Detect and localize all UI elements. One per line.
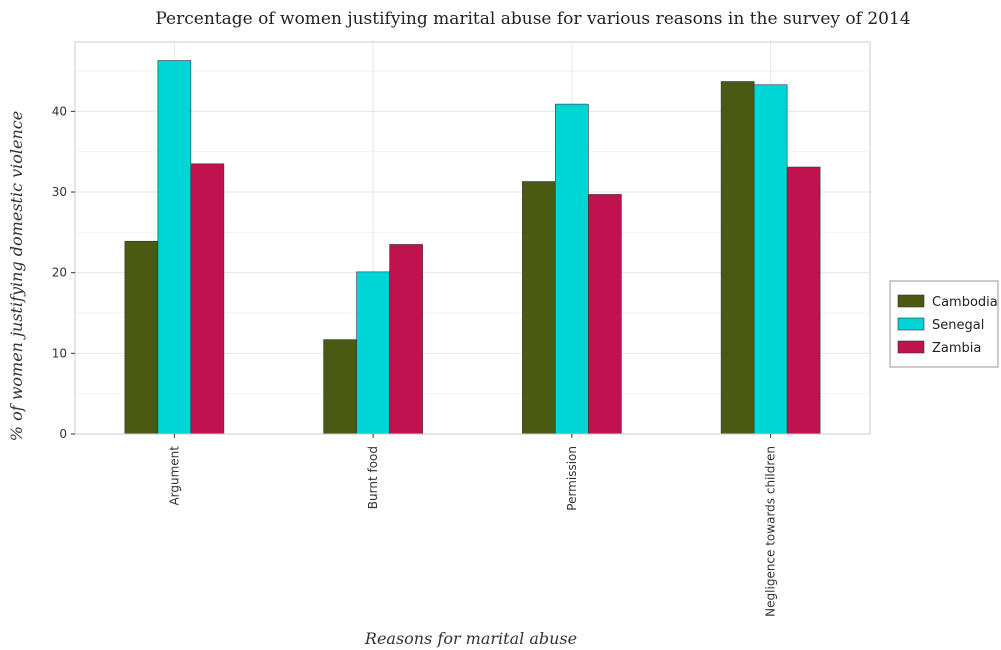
- y-tick-label: 30: [52, 185, 67, 199]
- x-tick-label: Permission: [565, 446, 579, 511]
- y-axis-label: % of women justifying domestic violence: [7, 111, 26, 441]
- bar-senegal-1: [157, 60, 192, 435]
- x-tick-label: Negligence towards children: [764, 446, 778, 617]
- x-tick-label: Burnt food: [366, 446, 380, 509]
- legend: Cambodia Senegal Zambia: [889, 280, 999, 368]
- bar-senegal-3: [555, 103, 589, 435]
- legend-swatch-senegal: [897, 317, 925, 331]
- chart-title: Percentage of women justifying marital a…: [155, 9, 910, 29]
- legend-label-senegal: Senegal: [932, 318, 984, 333]
- y-tick-label: 40: [52, 104, 67, 118]
- y-tick-labels: 0 10 20 30 40: [52, 104, 75, 441]
- plot-area: [74, 41, 871, 435]
- legend-label-zambia: Zambia: [932, 341, 981, 356]
- x-tick-label: Argument: [167, 446, 181, 506]
- bar-cambodia-1: [124, 240, 159, 435]
- y-tick-label: 0: [59, 427, 67, 441]
- bar-zambia-3: [588, 194, 622, 435]
- y-tick-label: 10: [52, 346, 67, 360]
- bar-senegal-4: [753, 84, 788, 435]
- x-tick-labels: Argument Burnt food Permission Negligence t…: [167, 434, 778, 617]
- x-axis-label: Reasons for marital abuse: [364, 629, 577, 648]
- bar-zambia-4: [786, 166, 821, 435]
- bar-cambodia-3: [522, 181, 556, 435]
- legend-swatch-zambia: [897, 340, 925, 354]
- bar-senegal-2: [356, 271, 390, 435]
- y-tick-label: 20: [52, 266, 67, 280]
- plot-frame: [74, 41, 871, 435]
- bar-cambodia-4: [720, 81, 755, 435]
- legend-swatch-cambodia: [897, 294, 925, 308]
- legend-label-cambodia: Cambodia: [932, 295, 998, 310]
- bar-zambia-2: [389, 244, 423, 435]
- bar-cambodia-2: [323, 339, 357, 435]
- bar-zambia-1: [190, 163, 225, 435]
